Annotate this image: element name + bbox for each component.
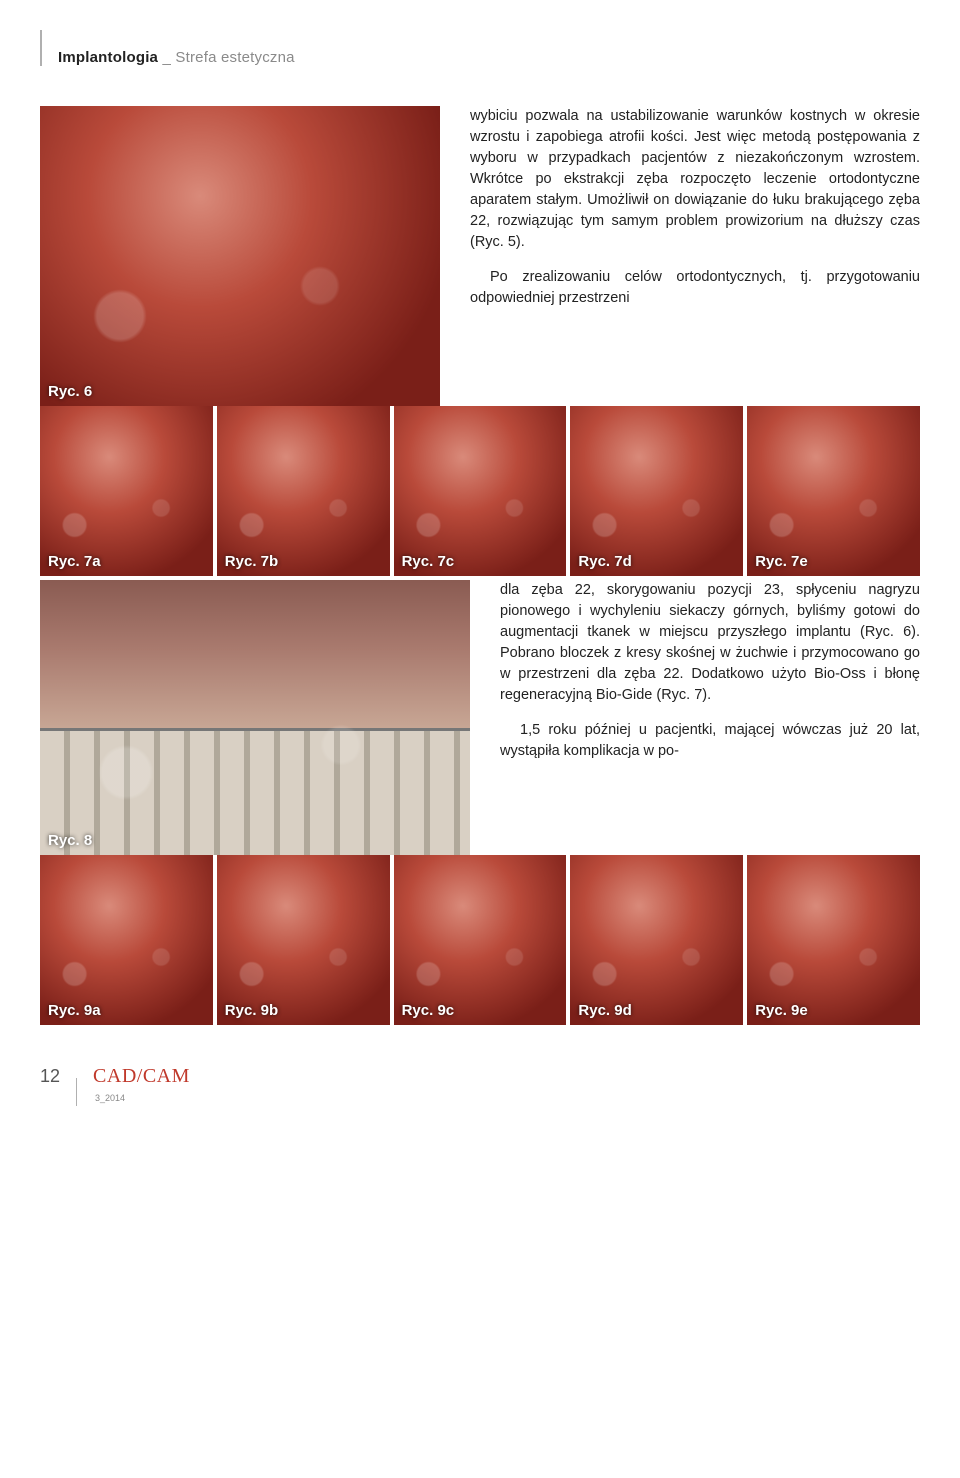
page-header: Implantologia _ Strefa estetyczna: [40, 30, 920, 66]
figure-strip-9: Ryc. 9a Ryc. 9b Ryc. 9c Ryc. 9d Ryc. 9e: [40, 855, 920, 1025]
figure-label: Ryc. 8: [48, 832, 92, 849]
figure-label: Ryc. 7a: [48, 553, 101, 570]
page-footer: 12 CAD/CAM 3_2014: [40, 1065, 920, 1106]
journal-name: CAD/CAM: [93, 1065, 190, 1087]
figure-label: Ryc. 7d: [578, 553, 631, 570]
figure-7e: Ryc. 7e: [747, 406, 920, 576]
figure-label: Ryc. 9c: [402, 1002, 455, 1019]
figure-label: Ryc. 9a: [48, 1002, 101, 1019]
paragraph: 1,5 roku później u pacjentki, mającej wó…: [500, 720, 920, 762]
paragraph: dla zęba 22, skorygowaniu pozycji 23, sp…: [500, 580, 920, 706]
figure-label: Ryc. 6: [48, 383, 92, 400]
paragraph: Po zrealizowaniu celów ortodontycznych, …: [470, 267, 920, 309]
figure-9c: Ryc. 9c: [394, 855, 567, 1025]
figure-label: Ryc. 9d: [578, 1002, 631, 1019]
body-text-mid: dla zęba 22, skorygowaniu pozycji 23, sp…: [500, 580, 920, 855]
section-top: Ryc. 6 wybiciu pozwala na ustabilizowani…: [40, 106, 920, 406]
figure-7a: Ryc. 7a: [40, 406, 213, 576]
header-rule: [40, 30, 42, 66]
figure-9a: Ryc. 9a: [40, 855, 213, 1025]
figure-7b: Ryc. 7b: [217, 406, 390, 576]
figure-strip-7: Ryc. 7a Ryc. 7b Ryc. 7c Ryc. 7d Ryc. 7e: [40, 406, 920, 576]
figure-label: Ryc. 9e: [755, 1002, 808, 1019]
figure-8: Ryc. 8: [40, 580, 470, 855]
figure-6: Ryc. 6: [40, 106, 440, 406]
figure-8-wrap: Ryc. 8: [40, 580, 470, 855]
journal-issue: 3_2014: [95, 1093, 125, 1103]
figure-label: Ryc. 7c: [402, 553, 455, 570]
footer-rule: [76, 1078, 77, 1106]
section-title: Implantologia _ Strefa estetyczna: [58, 49, 295, 66]
figure-label: Ryc. 9b: [225, 1002, 278, 1019]
figure-7d: Ryc. 7d: [570, 406, 743, 576]
category-separator: _: [162, 49, 171, 66]
category-primary: Implantologia: [58, 49, 158, 66]
section-mid: Ryc. 8 dla zęba 22, skorygowaniu pozycji…: [40, 580, 920, 855]
figure-label: Ryc. 7b: [225, 553, 278, 570]
figure-9b: Ryc. 9b: [217, 855, 390, 1025]
figure-9e: Ryc. 9e: [747, 855, 920, 1025]
category-secondary: Strefa estetyczna: [175, 49, 294, 66]
figure-7c: Ryc. 7c: [394, 406, 567, 576]
page-number: 12: [40, 1066, 60, 1087]
body-text-top: wybiciu pozwala na ustabilizowanie warun…: [470, 106, 920, 406]
figure-9d: Ryc. 9d: [570, 855, 743, 1025]
paragraph: wybiciu pozwala na ustabilizowanie warun…: [470, 106, 920, 253]
figure-6-wrap: Ryc. 6: [40, 106, 440, 406]
figure-label: Ryc. 7e: [755, 553, 808, 570]
